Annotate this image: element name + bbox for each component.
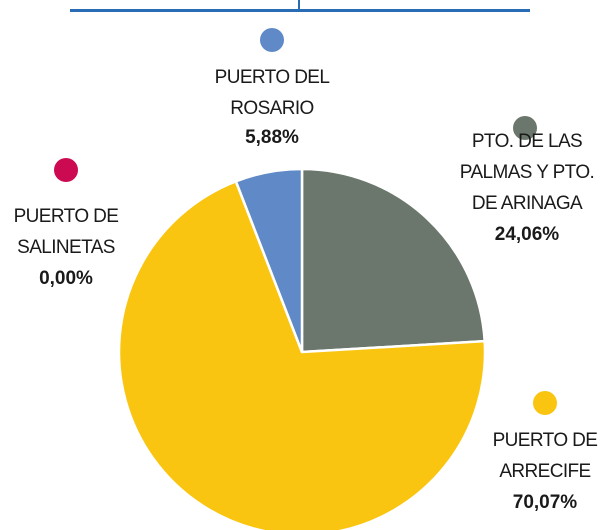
value-label: 5,88%	[245, 127, 299, 148]
legend-dot	[513, 116, 537, 140]
pie-slice	[234, 167, 304, 353]
header-divider	[298, 0, 300, 10]
pie-slice	[300, 167, 487, 354]
legend-dot	[260, 28, 284, 52]
pie-slice	[117, 179, 487, 530]
header-rule	[70, 9, 530, 12]
value-label: 0,00%	[39, 268, 93, 289]
slice-label: PUERTO DE ARRECIFE	[492, 430, 598, 482]
legend-dot	[54, 158, 78, 182]
value-label: 70,07%	[512, 492, 578, 513]
value-label: 24,06%	[494, 224, 560, 245]
slice-label: PUERTO DE SALINETAS	[13, 206, 119, 258]
legend-dot	[533, 391, 557, 415]
slice-label: PUERTO DEL ROSARIO	[214, 67, 330, 119]
slice-label: PTO. DE LAS PALMAS Y PTO. DE ARINAGA	[459, 131, 595, 214]
